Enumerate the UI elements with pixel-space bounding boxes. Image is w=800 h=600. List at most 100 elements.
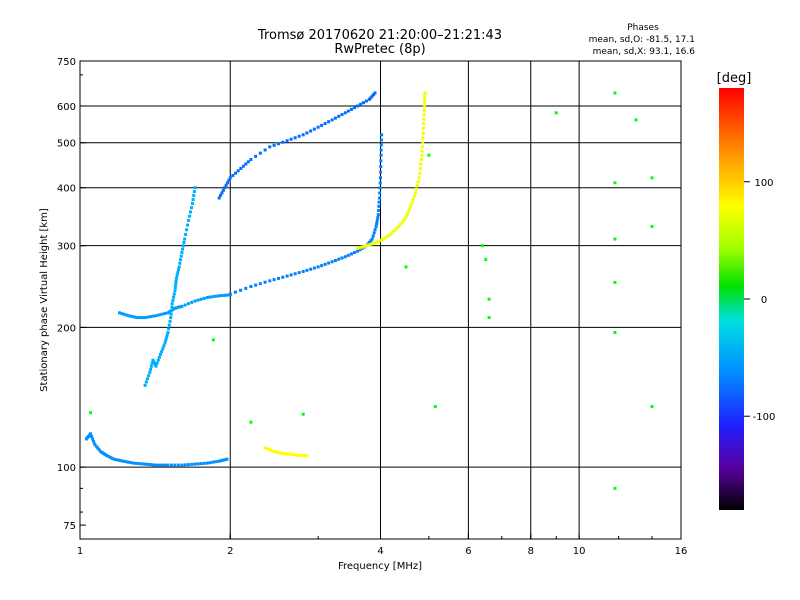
trace-point: [189, 210, 193, 214]
trace-point: [166, 331, 170, 335]
trace-point: [143, 316, 147, 320]
trace-point: [330, 260, 334, 264]
trace-point: [112, 457, 116, 461]
trace-point: [404, 265, 408, 269]
trace-point: [147, 374, 151, 378]
trace-point: [220, 191, 224, 195]
trace-point: [421, 136, 425, 140]
phase-heading: Phases: [627, 23, 659, 33]
trace-point: [239, 166, 243, 170]
trace-point: [376, 213, 380, 217]
trace-point: [421, 131, 425, 135]
trace-point: [186, 302, 190, 306]
trace-point: [249, 420, 253, 424]
trace-point: [268, 279, 272, 283]
trace-point: [272, 278, 276, 282]
trace-point: [114, 458, 118, 462]
trace-point: [221, 458, 225, 462]
trace-point: [174, 276, 178, 280]
trace-point: [231, 174, 235, 178]
trace-point: [225, 293, 229, 297]
trace-point: [154, 314, 158, 318]
trace-point: [309, 129, 313, 133]
trace-point: [395, 226, 399, 230]
trace-point: [372, 93, 376, 97]
trace-point: [397, 224, 401, 228]
trace-point: [208, 461, 212, 465]
trace-point: [270, 449, 274, 453]
trace-point: [295, 453, 299, 457]
trace-point: [283, 452, 287, 456]
trace-point: [165, 333, 169, 337]
y-axis-ticks: 75 100 200 300 400 500 600 750: [57, 57, 86, 532]
colorbar-ticks: 100 0 -100: [744, 178, 775, 423]
trace-point: [299, 453, 303, 457]
trace-point: [90, 434, 94, 438]
trace-point: [93, 442, 97, 446]
trace-point: [171, 298, 175, 302]
trace-point: [323, 262, 327, 266]
trace-point: [144, 380, 148, 384]
trace-point: [320, 264, 324, 268]
trace-point: [263, 280, 267, 284]
trace-point: [276, 276, 280, 280]
trace-point: [154, 463, 158, 467]
trace-point: [422, 117, 426, 121]
trace-point: [183, 237, 187, 241]
trace-point: [293, 272, 297, 276]
y-tick-label: 75: [63, 521, 76, 532]
trace-point: [148, 370, 152, 374]
trace-point: [208, 295, 212, 299]
trace-point: [178, 261, 182, 265]
trace-point: [554, 111, 558, 115]
trace-point: [370, 94, 374, 98]
trace-point: [422, 104, 426, 108]
trace-point: [281, 140, 285, 144]
colorbar-tick-label: 0: [761, 295, 767, 306]
trace-point: [389, 232, 393, 236]
trace-point: [89, 411, 93, 415]
trace-point: [219, 193, 223, 197]
trace-point: [89, 432, 93, 436]
trace-point: [249, 158, 253, 162]
trace-point: [404, 216, 408, 220]
trace-point: [121, 459, 125, 463]
trace-point: [175, 274, 179, 278]
trace-point: [199, 462, 203, 466]
trace-point: [180, 304, 184, 308]
x-tick-label: 16: [675, 546, 688, 557]
trace-point: [117, 458, 121, 462]
trace-point: [276, 142, 280, 146]
trace-point: [413, 191, 417, 195]
trace-point: [353, 251, 357, 255]
trace-point: [176, 305, 180, 309]
trace-point: [134, 461, 138, 465]
trace-point: [167, 323, 171, 327]
trace-point: [131, 315, 135, 319]
trace-point: [346, 109, 350, 113]
trace-point: [254, 154, 258, 158]
trace-point: [323, 122, 327, 126]
trace-point: [164, 336, 168, 340]
trace-point: [379, 159, 383, 163]
trace-point: [157, 355, 161, 359]
trace-point: [419, 158, 423, 162]
trace-point: [159, 352, 163, 356]
trace-point: [110, 456, 114, 460]
trace-point: [268, 448, 272, 452]
trace-point: [174, 283, 178, 287]
trace-point: [173, 289, 177, 293]
trace-point: [379, 143, 383, 147]
trace-point: [179, 258, 183, 262]
x-tick-label: 1: [77, 546, 83, 557]
x-tick-label: 2: [227, 546, 233, 557]
trace-point: [263, 446, 267, 450]
trace-point: [184, 232, 188, 236]
trace-point: [285, 274, 289, 278]
trace-point: [408, 207, 412, 211]
trace-point: [373, 91, 377, 95]
trace-point: [650, 176, 654, 180]
trace-point: [327, 120, 331, 124]
trace-point: [146, 462, 150, 466]
